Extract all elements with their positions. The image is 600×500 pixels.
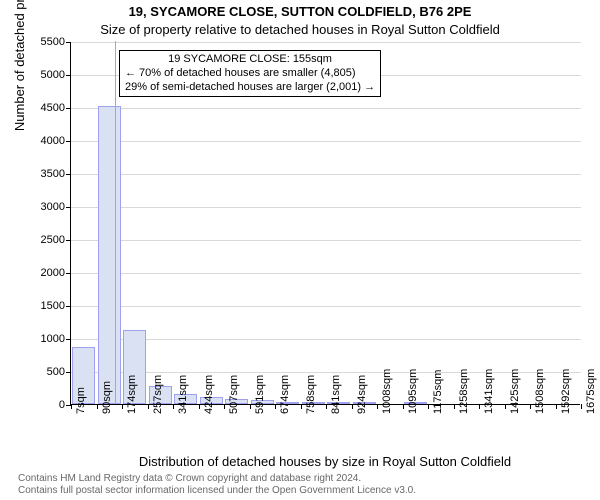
y-tick	[66, 339, 71, 340]
x-tick-label: 1008sqm	[381, 369, 393, 414]
x-tick-label: 924sqm	[356, 375, 368, 414]
y-tick-label: 4000	[29, 135, 65, 147]
footer-line-1: Contains HM Land Registry data © Crown c…	[18, 473, 416, 485]
y-tick	[66, 240, 71, 241]
footer-line-2: Contains full postal sector information …	[18, 485, 416, 497]
x-tick	[148, 404, 149, 409]
gridline	[71, 273, 581, 274]
y-tick-label: 0	[29, 399, 65, 411]
y-tick	[66, 207, 71, 208]
x-tick	[479, 404, 480, 409]
annotation-line: 29% of semi-detached houses are larger (…	[125, 81, 375, 95]
x-tick-label: 758sqm	[305, 375, 317, 414]
x-tick	[97, 404, 98, 409]
y-tick	[66, 372, 71, 373]
gridline	[71, 207, 581, 208]
y-tick-label: 2000	[29, 267, 65, 279]
x-tick-label: 1425sqm	[509, 369, 521, 414]
x-tick-label: 1175sqm	[432, 370, 444, 414]
x-tick-label: 174sqm	[126, 375, 138, 414]
x-tick-label: 841sqm	[330, 375, 342, 414]
y-tick	[66, 306, 71, 307]
x-tick	[556, 404, 557, 409]
y-tick-label: 4500	[29, 102, 65, 114]
annotation-line: 19 SYCAMORE CLOSE: 155sqm	[125, 53, 375, 67]
plot-area: 0500100015002000250030003500400045005000…	[70, 42, 580, 405]
x-tick	[275, 404, 276, 409]
x-tick-label: 7sqm	[75, 387, 87, 414]
y-tick	[66, 273, 71, 274]
gridline	[71, 108, 581, 109]
x-tick-label: 90sqm	[101, 381, 113, 414]
y-tick-label: 1500	[29, 300, 65, 312]
chart-area: 0500100015002000250030003500400045005000…	[70, 42, 580, 405]
x-tick	[428, 404, 429, 409]
x-tick-label: 1508sqm	[534, 369, 546, 414]
y-tick	[66, 42, 71, 43]
x-tick-label: 507sqm	[228, 375, 240, 414]
x-tick-label: 1095sqm	[407, 369, 419, 414]
x-tick	[301, 404, 302, 409]
x-tick-label: 674sqm	[279, 375, 291, 414]
x-tick-label: 1675sqm	[585, 369, 597, 414]
gridline	[71, 306, 581, 307]
gridline	[71, 339, 581, 340]
y-tick-label: 2500	[29, 234, 65, 246]
x-tick-label: 341sqm	[177, 375, 189, 414]
x-tick	[505, 404, 506, 409]
x-tick	[199, 404, 200, 409]
x-tick	[224, 404, 225, 409]
y-tick	[66, 141, 71, 142]
property-marker-line	[115, 41, 116, 404]
x-tick	[326, 404, 327, 409]
y-axis-title: Number of detached properties	[12, 0, 27, 223]
container: 19, SYCAMORE CLOSE, SUTTON COLDFIELD, B7…	[0, 0, 600, 500]
x-tick-label: 1341sqm	[483, 369, 495, 414]
x-axis-title: Distribution of detached houses by size …	[70, 454, 580, 469]
x-tick-label: 1258sqm	[458, 369, 470, 414]
gridline	[71, 141, 581, 142]
gridline	[71, 240, 581, 241]
annotation-line: ← 70% of detached houses are smaller (4,…	[125, 67, 375, 81]
x-tick-label: 424sqm	[203, 375, 215, 414]
x-tick-label: 591sqm	[254, 375, 266, 414]
y-tick-label: 500	[29, 366, 65, 378]
title-address: 19, SYCAMORE CLOSE, SUTTON COLDFIELD, B7…	[0, 4, 600, 19]
y-tick	[66, 174, 71, 175]
gridline	[71, 372, 581, 373]
x-tick-label: 257sqm	[152, 375, 164, 414]
x-tick	[173, 404, 174, 409]
y-tick-label: 5500	[29, 36, 65, 48]
y-tick-label: 1000	[29, 333, 65, 345]
x-tick	[122, 404, 123, 409]
x-tick	[581, 404, 582, 409]
x-tick	[71, 404, 72, 409]
gridline	[71, 174, 581, 175]
title-subtitle: Size of property relative to detached ho…	[0, 22, 600, 37]
x-tick	[377, 404, 378, 409]
x-tick	[250, 404, 251, 409]
histogram-bar	[98, 106, 121, 404]
x-tick	[454, 404, 455, 409]
y-tick-label: 3500	[29, 168, 65, 180]
y-tick-label: 3000	[29, 201, 65, 213]
y-tick	[66, 75, 71, 76]
gridline	[71, 42, 581, 43]
x-tick-label: 1592sqm	[560, 369, 572, 414]
x-tick	[352, 404, 353, 409]
x-tick	[403, 404, 404, 409]
footer: Contains HM Land Registry data © Crown c…	[18, 473, 416, 497]
x-tick	[530, 404, 531, 409]
y-tick-label: 5000	[29, 69, 65, 81]
annotation-box: 19 SYCAMORE CLOSE: 155sqm← 70% of detach…	[119, 50, 381, 97]
y-tick	[66, 108, 71, 109]
